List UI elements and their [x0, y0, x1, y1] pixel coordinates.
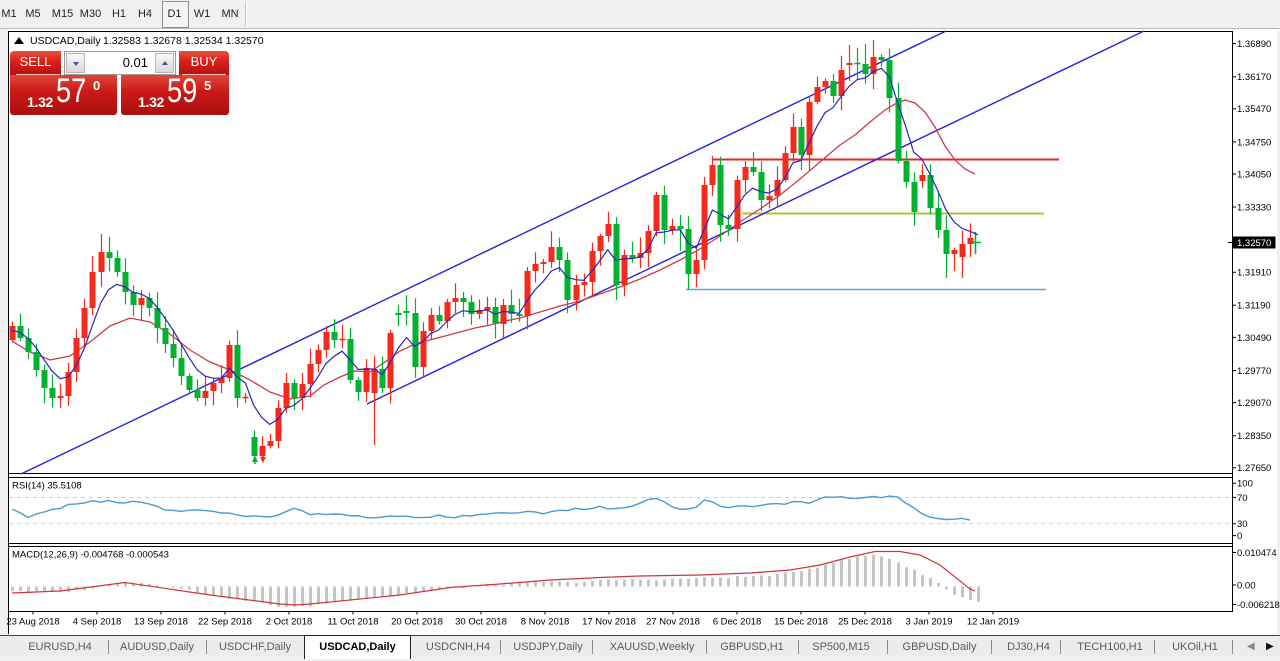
svg-text:-0.006218: -0.006218: [1237, 600, 1280, 611]
svg-text:0.00: 0.00: [1237, 580, 1256, 591]
svg-text:22 Sep 2018: 22 Sep 2018: [198, 617, 252, 628]
svg-text:70: 70: [1237, 493, 1248, 504]
svg-text:1.32583 1.32678 1.32534 1.3257: 1.32583 1.32678 1.32534 1.32570: [103, 35, 264, 47]
svg-text:1.34050: 1.34050: [1237, 169, 1271, 180]
svg-text:USDCAD,Daily: USDCAD,Daily: [30, 35, 101, 47]
svg-text:2 Oct 2018: 2 Oct 2018: [266, 617, 312, 628]
svg-text:1.31910: 1.31910: [1237, 268, 1271, 279]
svg-text:1.36890: 1.36890: [1237, 39, 1271, 50]
svg-text:1.35470: 1.35470: [1237, 104, 1271, 115]
svg-text:30: 30: [1237, 519, 1248, 530]
svg-text:30 Oct 2018: 30 Oct 2018: [455, 617, 507, 628]
svg-text:1.29070: 1.29070: [1237, 398, 1271, 409]
svg-text:11 Oct 2018: 11 Oct 2018: [327, 617, 378, 628]
svg-text:23 Aug 2018: 23 Aug 2018: [6, 617, 59, 628]
svg-text:RSI(14) 35.5108: RSI(14) 35.5108: [12, 481, 82, 492]
svg-text:1.36170: 1.36170: [1237, 72, 1271, 83]
svg-text:6 Dec 2018: 6 Dec 2018: [713, 617, 762, 628]
svg-text:17 Nov 2018: 17 Nov 2018: [582, 617, 636, 628]
svg-text:1.33330: 1.33330: [1237, 202, 1271, 213]
svg-text:MACD(12,26,9) -0.004768 -0.000: MACD(12,26,9) -0.004768 -0.000543: [12, 550, 169, 561]
svg-text:27 Nov 2018: 27 Nov 2018: [646, 617, 700, 628]
svg-text:1.34750: 1.34750: [1237, 137, 1271, 148]
svg-text:1.32570: 1.32570: [1237, 238, 1271, 249]
svg-text:12 Jan 2019: 12 Jan 2019: [967, 617, 1019, 628]
svg-text:20 Oct 2018: 20 Oct 2018: [391, 617, 443, 628]
svg-text:100: 100: [1237, 479, 1253, 490]
svg-text:1.27650: 1.27650: [1237, 463, 1271, 474]
svg-text:1.31190: 1.31190: [1237, 301, 1271, 312]
svg-text:4 Sep 2018: 4 Sep 2018: [73, 617, 122, 628]
svg-text:8 Nov 2018: 8 Nov 2018: [521, 617, 570, 628]
svg-text:0: 0: [1237, 531, 1242, 542]
svg-text:1.29770: 1.29770: [1237, 366, 1271, 377]
svg-text:3 Jan 2019: 3 Jan 2019: [905, 617, 952, 628]
svg-text:0.010474: 0.010474: [1237, 548, 1277, 559]
svg-text:13 Sep 2018: 13 Sep 2018: [134, 617, 188, 628]
svg-text:1.28350: 1.28350: [1237, 431, 1271, 442]
svg-text:15 Dec 2018: 15 Dec 2018: [774, 617, 828, 628]
svg-text:1.30490: 1.30490: [1237, 333, 1271, 344]
svg-text:25 Dec 2018: 25 Dec 2018: [838, 617, 892, 628]
